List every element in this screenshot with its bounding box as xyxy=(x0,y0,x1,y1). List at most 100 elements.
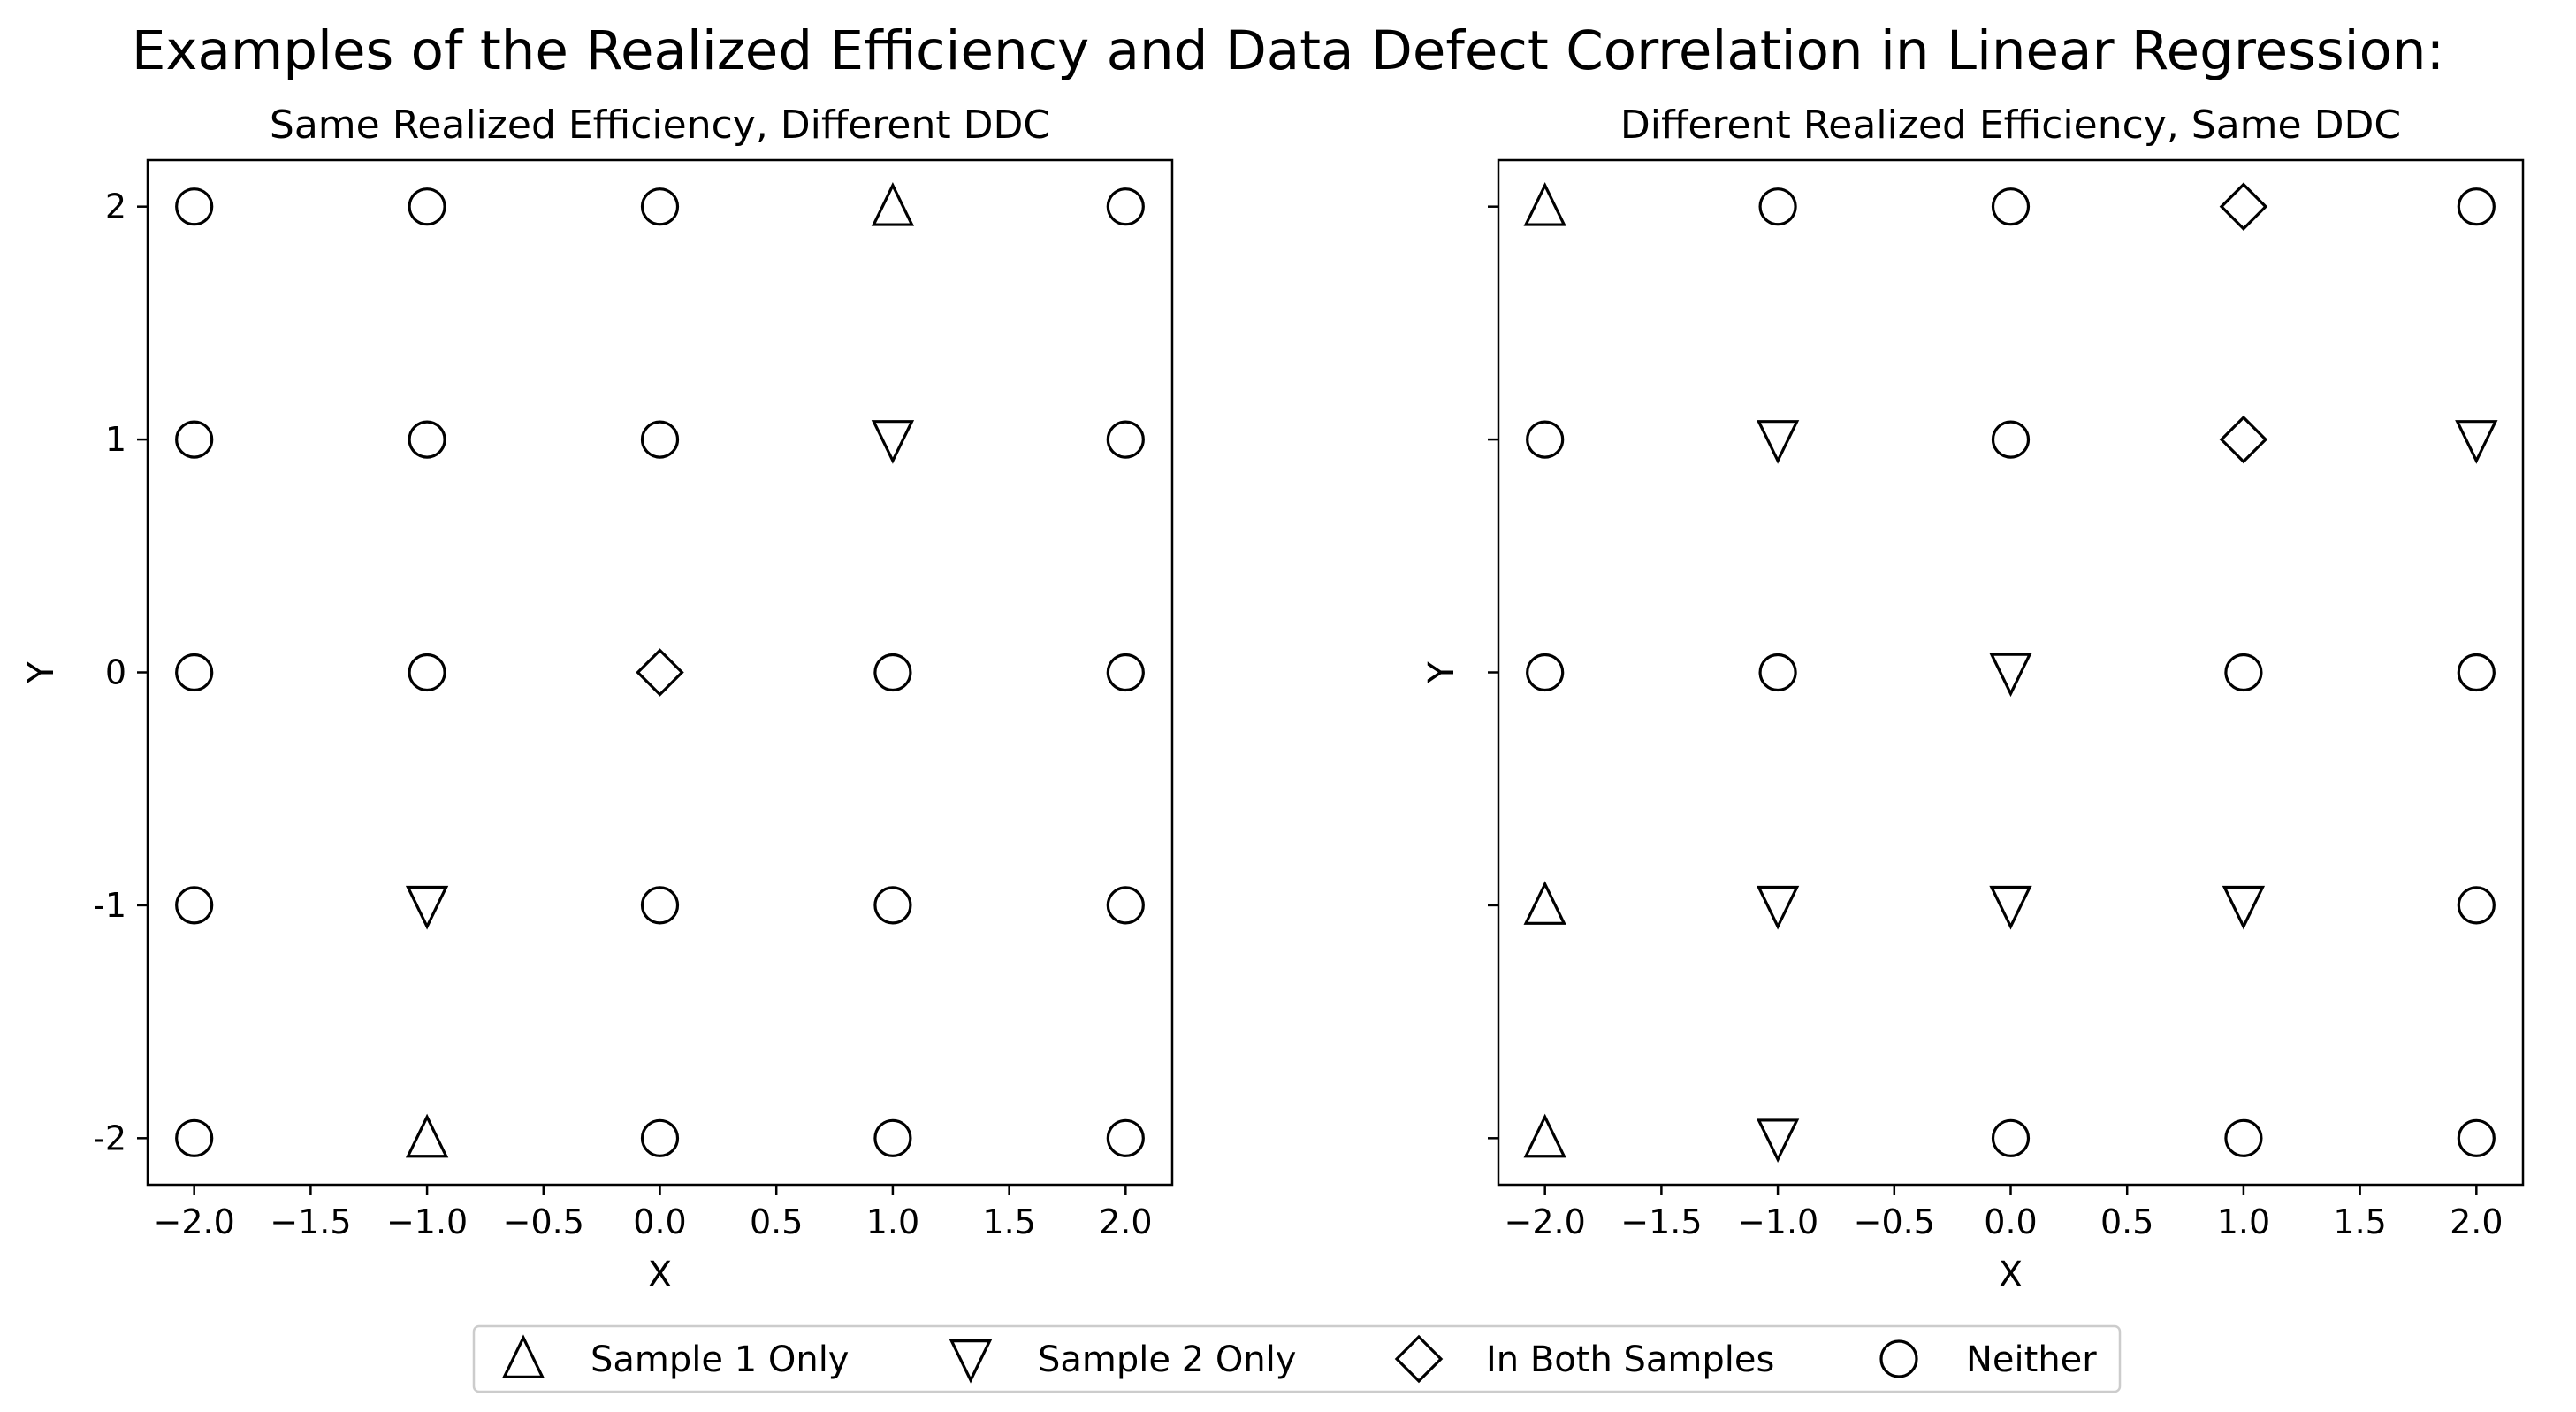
data-point-circle xyxy=(1991,420,2031,459)
panel-title: Different Realized Efficiency, Same DDC xyxy=(1620,103,2401,148)
x-tick-label: −1.0 xyxy=(386,1202,468,1241)
x-axis-label: X xyxy=(1999,1255,2023,1295)
data-point-circle xyxy=(1106,420,1145,459)
figure-title: Examples of the Realized Efficiency and … xyxy=(132,19,2444,82)
data-point-circle xyxy=(1991,187,2031,226)
data-point-circle xyxy=(1991,1118,2031,1157)
legend: Sample 1 Only Sample 2 Only In Both Sample… xyxy=(472,1324,2122,1393)
legend-label: Sample 2 Only xyxy=(1038,1339,1296,1380)
data-points xyxy=(1523,182,2498,1163)
panel-title: Same Realized Efficiency, Different DDC xyxy=(270,103,1050,148)
data-point-triangle-down xyxy=(1756,885,1800,930)
data-point-circle xyxy=(1106,886,1145,925)
legend-marker-triangle-down xyxy=(949,1339,993,1384)
legend-entry: Neither xyxy=(1879,1339,2097,1380)
legend-entries: Sample 1 Only Sample 2 Only In Both Sample… xyxy=(501,1334,2097,1384)
data-point-circle xyxy=(640,1118,680,1157)
x-tick-label: 0.5 xyxy=(2100,1202,2153,1241)
x-tick-label: 0.0 xyxy=(633,1202,686,1241)
data-point-circle xyxy=(1106,653,1145,692)
data-point-circle xyxy=(175,886,214,925)
axes-frame xyxy=(1497,158,2525,1187)
data-point-circle xyxy=(1526,653,1565,692)
data-point-circle xyxy=(2224,653,2263,692)
data-point-triangle-down xyxy=(871,420,915,464)
data-point-circle xyxy=(408,187,446,226)
axes-frame xyxy=(146,158,1174,1187)
data-point-triangle-down xyxy=(2222,885,2266,930)
data-point-circle xyxy=(2457,1118,2496,1157)
data-point-triangle-down xyxy=(405,885,449,930)
x-tick-label: −1.0 xyxy=(1737,1202,1818,1241)
legend-marker-circle xyxy=(1879,1339,1918,1378)
data-point-circle xyxy=(175,653,214,692)
data-point-circle xyxy=(640,420,680,459)
x-tick-label: 1.5 xyxy=(2333,1202,2386,1241)
panel-2: Different Realized Efficiency, Same DDC −… xyxy=(1421,103,2525,1295)
data-point-triangle-down xyxy=(2455,420,2498,464)
x-tick-label: −1.5 xyxy=(1620,1202,1702,1241)
legend-label: Neither xyxy=(1966,1339,2097,1380)
data-point-diamond xyxy=(636,648,684,697)
data-point-triangle-down xyxy=(1756,420,1800,464)
y-axis-label: Y xyxy=(21,661,62,684)
data-point-triangle-up xyxy=(405,1113,449,1158)
data-point-circle xyxy=(175,1118,214,1157)
data-point-circle xyxy=(408,653,446,692)
y-tick-label: -2 xyxy=(93,1118,126,1157)
data-point-circle xyxy=(1758,187,1797,226)
data-point-circle xyxy=(1526,420,1565,459)
x-tick-label: −0.5 xyxy=(503,1202,584,1241)
x-axis-label: X xyxy=(648,1255,672,1295)
legend-marker-triangle-up xyxy=(501,1334,545,1379)
y-tick-label: -1 xyxy=(93,886,126,925)
data-point-circle xyxy=(1106,187,1145,226)
y-tick-label: 1 xyxy=(105,420,126,459)
data-points xyxy=(175,182,1145,1158)
data-point-triangle-up xyxy=(1523,1113,1566,1158)
data-point-circle xyxy=(2457,187,2496,226)
data-point-diamond xyxy=(2219,182,2268,231)
data-point-circle xyxy=(408,420,446,459)
data-point-circle xyxy=(640,886,680,925)
data-point-circle xyxy=(2457,653,2496,692)
legend-label: Sample 1 Only xyxy=(591,1339,849,1380)
data-point-circle xyxy=(640,187,680,226)
data-point-circle xyxy=(1758,653,1797,692)
x-tick-label: −0.5 xyxy=(1854,1202,1935,1241)
x-tick-label: −1.5 xyxy=(270,1202,351,1241)
data-point-circle xyxy=(873,653,912,692)
data-point-circle xyxy=(2457,886,2496,925)
legend-entry: In Both Samples xyxy=(1394,1334,1774,1384)
data-point-triangle-up xyxy=(1523,881,1566,925)
legend-entry: Sample 1 Only xyxy=(501,1334,849,1380)
x-tick-label: −2.0 xyxy=(1505,1202,1586,1241)
panels: Same Realized Efficiency, Different DDC −… xyxy=(21,103,2525,1295)
y-axis-label: Y xyxy=(1421,661,1462,684)
legend-frame xyxy=(472,1324,2122,1393)
x-tick-label: 2.0 xyxy=(1099,1202,1152,1241)
x-tick-label: −2.0 xyxy=(154,1202,235,1241)
data-point-triangle-up xyxy=(1523,182,1566,226)
x-tick-label: 1.0 xyxy=(866,1202,919,1241)
x-tick-label: 1.5 xyxy=(982,1202,1035,1241)
data-point-circle xyxy=(175,420,214,459)
data-point-circle xyxy=(873,1118,912,1157)
data-point-triangle-down xyxy=(1989,885,2032,930)
legend-label: In Both Samples xyxy=(1486,1339,1774,1380)
data-point-circle xyxy=(2224,1118,2263,1157)
legend-marker-diamond xyxy=(1394,1334,1444,1384)
data-point-triangle-down xyxy=(1756,1118,1800,1163)
legend-entry: Sample 2 Only xyxy=(949,1339,1296,1384)
x-tick-label: 0.0 xyxy=(1984,1202,2037,1241)
data-point-circle xyxy=(873,886,912,925)
data-point-circle xyxy=(1106,1118,1145,1157)
data-point-diamond xyxy=(2219,415,2268,464)
panel-1: Same Realized Efficiency, Different DDC −… xyxy=(21,103,1174,1295)
y-tick-label: 0 xyxy=(105,653,126,692)
x-tick-label: 0.5 xyxy=(750,1202,803,1241)
x-tick-label: 2.0 xyxy=(2450,1202,2503,1241)
data-point-circle xyxy=(175,187,214,226)
x-tick-label: 1.0 xyxy=(2217,1202,2270,1241)
